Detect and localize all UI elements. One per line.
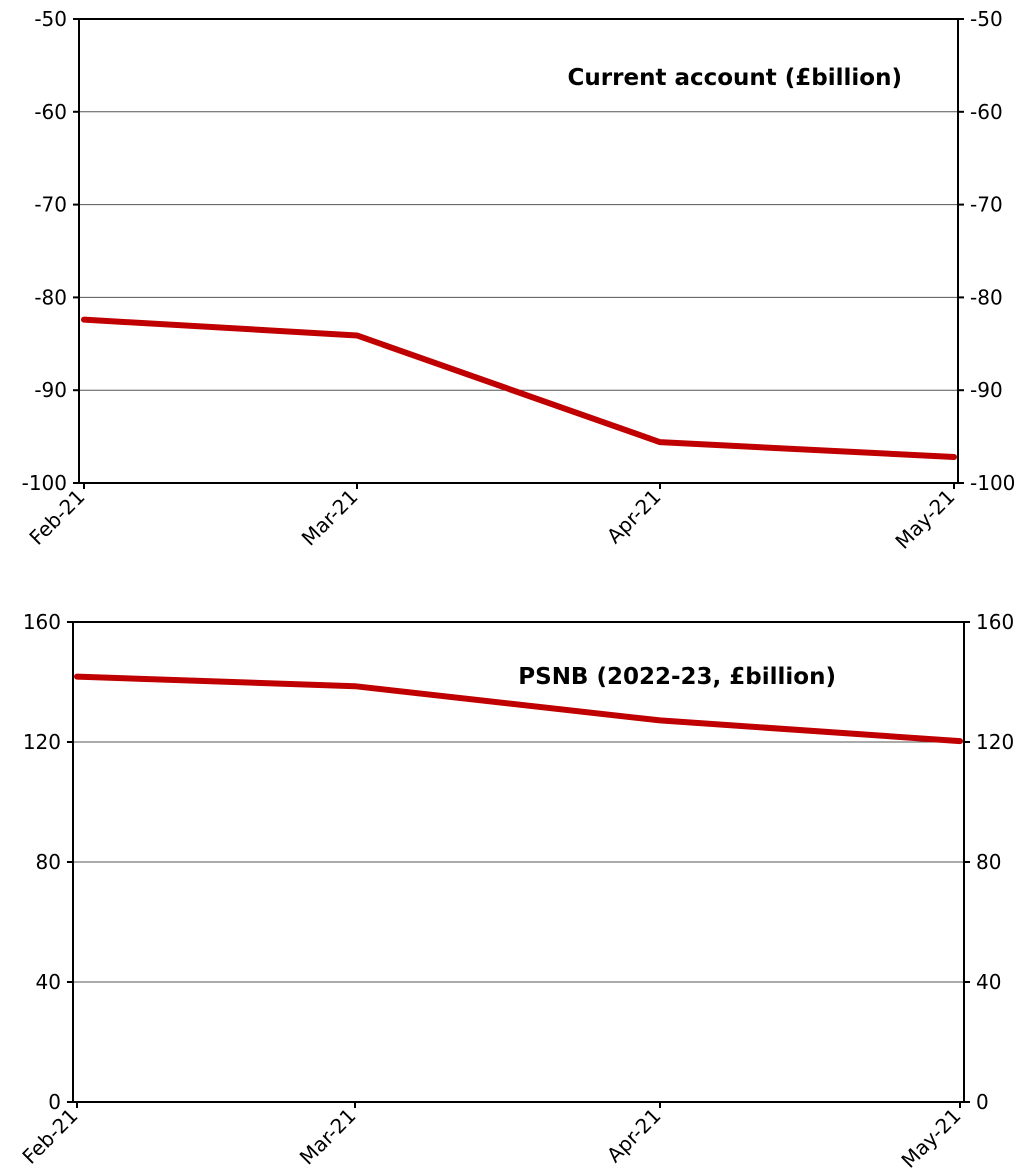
y-tick-label-right: 80 xyxy=(976,850,1001,874)
y-tick-label-left: -80 xyxy=(34,285,67,309)
x-tick-label: May-21 xyxy=(890,485,959,554)
y-tick-label-right: 40 xyxy=(976,970,1001,994)
y-tick-label-right: -100 xyxy=(970,471,1015,495)
y-tick-label-right: -70 xyxy=(970,193,1003,217)
y-tick-label-left: 120 xyxy=(23,730,61,754)
x-tick-label: Mar-21 xyxy=(295,1104,361,1170)
y-tick-label-left: -50 xyxy=(34,7,67,31)
y-tick-label-right: -50 xyxy=(970,7,1003,31)
y-tick-label-left: 160 xyxy=(23,610,61,634)
y-tick-label-left: 40 xyxy=(36,970,61,994)
x-tick-label: Apr-21 xyxy=(602,1104,666,1168)
chart-title: PSNB (2022-23, £billion) xyxy=(518,664,836,690)
chart-title: Current account (£billion) xyxy=(568,65,902,91)
y-tick-label-right: -90 xyxy=(970,378,1003,402)
y-tick-label-left: -90 xyxy=(34,378,67,402)
y-tick-label-right: -60 xyxy=(970,100,1003,124)
y-tick-label-left: 0 xyxy=(48,1090,61,1114)
y-tick-label-right: 0 xyxy=(976,1090,989,1114)
y-tick-label-right: 120 xyxy=(976,730,1014,754)
y-tick-label-left: -100 xyxy=(22,471,67,495)
current-account-chart: -100 -100-90 -90-80 -80-70 -70-60 -60-50 -50Fe… xyxy=(22,7,1016,554)
y-tick-label-left: -70 xyxy=(34,193,67,217)
y-tick-label-right: -80 xyxy=(970,285,1003,309)
series-line xyxy=(74,673,963,745)
y-tick-label-left: 80 xyxy=(36,850,61,874)
series-line xyxy=(81,316,957,461)
x-tick-label: May-21 xyxy=(896,1104,965,1172)
y-tick-label-right: 160 xyxy=(976,610,1014,634)
y-tick-label-left: -60 xyxy=(34,100,67,124)
x-tick-label: Apr-21 xyxy=(602,485,666,549)
x-tick-label: Mar-21 xyxy=(297,485,363,551)
